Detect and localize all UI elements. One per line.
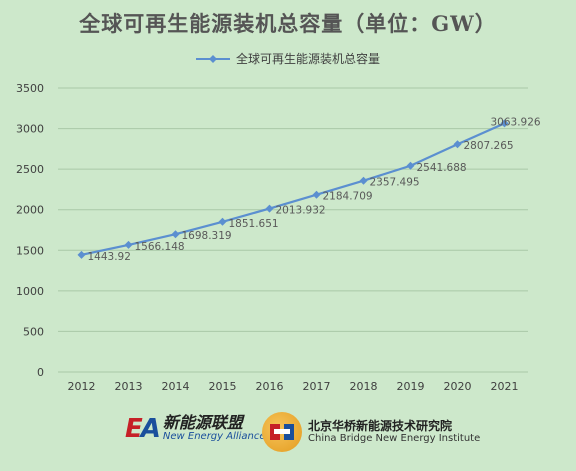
x-tick-label: 2013: [115, 380, 143, 393]
y-tick-label: 1000: [16, 285, 44, 298]
ea-name-cn: 新能源联盟: [162, 413, 243, 433]
china-bridge-logo: 北京华桥新能源技术研究院 China Bridge New Energy Ins…: [262, 412, 480, 452]
y-tick-label: 2500: [16, 163, 44, 176]
legend: 全球可再生能源装机总容量: [0, 50, 576, 67]
data-point: [359, 176, 368, 185]
data-point: [77, 250, 86, 259]
data-label: 2357.495: [370, 177, 420, 189]
china-bridge-name-en: China Bridge New Energy Institute: [308, 433, 481, 445]
x-tick-label: 2012: [68, 380, 96, 393]
data-label: 2184.709: [323, 191, 373, 203]
x-tick-label: 2018: [350, 380, 378, 393]
chart-title: 全球可再生能源装机总容量（单位：GW）: [79, 11, 497, 36]
data-point: [406, 161, 415, 170]
data-point: [124, 240, 133, 249]
x-tick-label: 2016: [256, 380, 284, 393]
y-tick-label: 3500: [16, 82, 44, 95]
legend-swatch: [195, 54, 230, 63]
series-line: [81, 122, 505, 256]
legend-label: 全球可再生能源装机总容量: [235, 52, 380, 66]
footer-logos: EA 新能源联盟 New Energy Alliance 北京华桥新能源技术研究…: [0, 408, 576, 463]
data-point: [500, 119, 509, 128]
x-tick-label: 2021: [491, 380, 519, 393]
y-tick-label: 500: [23, 325, 44, 338]
y-tick-label: 3000: [16, 123, 44, 136]
data-point: [312, 190, 321, 199]
y-tick-label: 0: [37, 366, 44, 379]
data-label: 2541.688: [417, 162, 467, 174]
data-label: 2807.265: [464, 140, 514, 152]
y-tick-label: 1500: [16, 244, 44, 257]
data-point: [218, 217, 227, 226]
data-point: [453, 140, 462, 149]
data-label: 1566.148: [135, 241, 185, 253]
data-point: [171, 230, 180, 239]
ea-name-en: New Energy Alliance: [162, 431, 266, 443]
x-tick-label: 2014: [162, 380, 190, 393]
ea-logo-icon: EA: [125, 414, 161, 444]
new-energy-alliance-logo: EA 新能源联盟 New Energy Alliance: [125, 414, 266, 444]
china-bridge-emblem-icon: [262, 412, 302, 452]
data-label: 1443.92: [88, 251, 131, 263]
china-bridge-name-cn: 北京华桥新能源技术研究院: [308, 418, 453, 433]
y-tick-label: 2000: [16, 204, 44, 217]
data-label: 3063.926: [491, 116, 541, 128]
x-tick-label: 2020: [444, 380, 472, 393]
x-tick-label: 2017: [303, 380, 331, 393]
x-tick-label: 2019: [397, 380, 425, 393]
x-tick-label: 2015: [209, 380, 237, 393]
data-point: [265, 204, 274, 213]
data-label: 2013.932: [276, 205, 326, 217]
data-label: 1851.651: [229, 218, 279, 230]
data-label: 1698.319: [182, 230, 232, 242]
